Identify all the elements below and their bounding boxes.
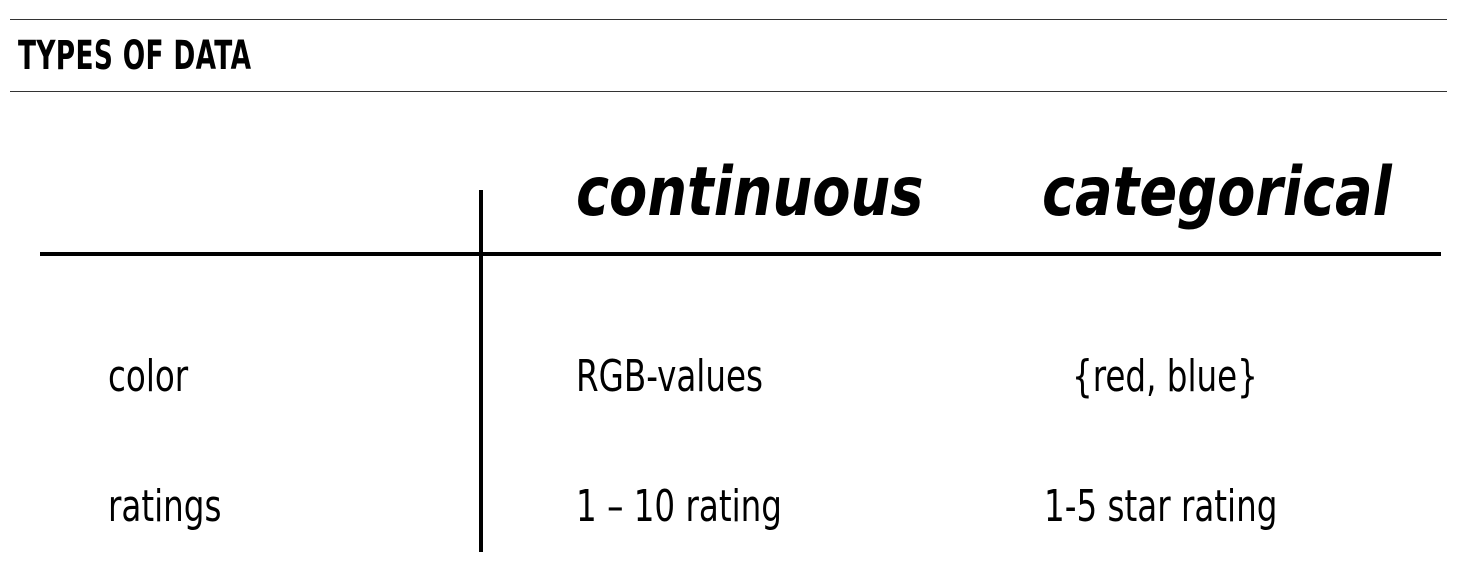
table-column-divider: [479, 190, 483, 552]
column-header-continuous: continuous: [576, 153, 924, 232]
top-divider: [10, 19, 1447, 20]
title-underline: [10, 91, 1447, 92]
section-title: TYPES OF DATA: [18, 33, 252, 79]
cell-ratings-continuous: 1 – 10 rating: [576, 481, 782, 532]
row-label-color: color: [108, 351, 189, 402]
cell-ratings-categorical: 1-5 star rating: [1044, 481, 1278, 532]
table-header-divider: [40, 252, 1441, 256]
cell-color-continuous: RGB-values: [576, 351, 763, 402]
row-label-ratings: ratings: [108, 481, 222, 532]
column-header-categorical: categorical: [1042, 153, 1392, 232]
cell-color-categorical: {red, blue}: [1072, 351, 1258, 402]
